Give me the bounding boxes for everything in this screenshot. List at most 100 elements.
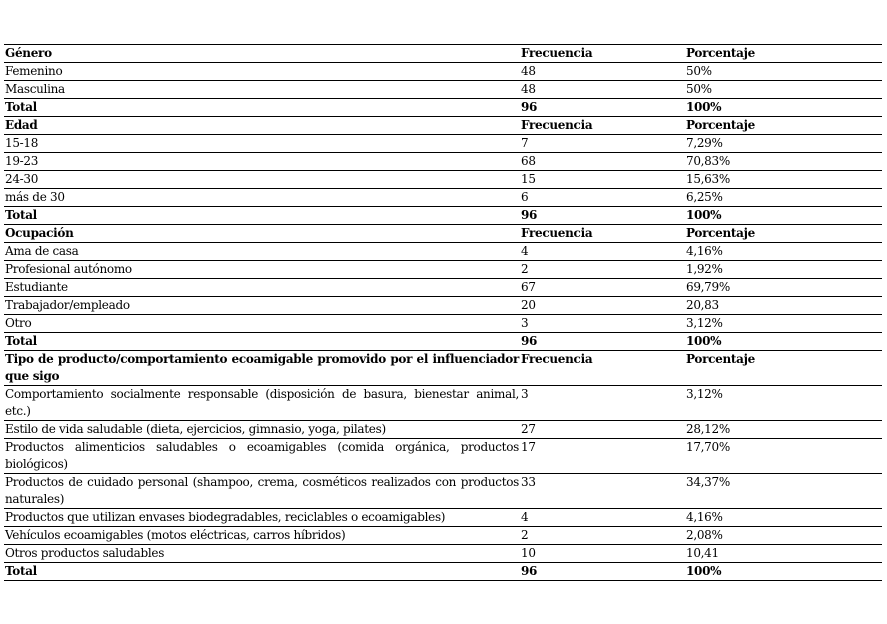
percentage-cell: 1,92% xyxy=(685,260,882,279)
percentage-cell: Porcentaje xyxy=(685,116,882,135)
category-cell: Vehículos ecoamigables (motos eléctricas… xyxy=(4,526,520,545)
percentage-cell: 3,12% xyxy=(685,385,882,421)
frequency-cell: 67 xyxy=(520,278,685,297)
category-cell: Estilo de vida saludable (dieta, ejercic… xyxy=(4,420,520,439)
category-cell: Otro xyxy=(4,314,520,333)
category-cell: Trabajador/empleado xyxy=(4,296,520,315)
frequency-cell: 2 xyxy=(520,526,685,545)
frequency-cell: 33 xyxy=(520,473,685,509)
category-cell: Femenino xyxy=(4,62,520,81)
table-row: Estilo de vida saludable (dieta, ejercic… xyxy=(4,420,882,439)
table-row: Vehículos ecoamigables (motos eléctricas… xyxy=(4,526,882,545)
category-cell: 24-30 xyxy=(4,170,520,189)
percentage-cell: 69,79% xyxy=(685,278,882,297)
category-cell: Ocupación xyxy=(4,224,520,243)
percentage-cell: 28,12% xyxy=(685,420,882,439)
frequency-cell: 48 xyxy=(520,62,685,81)
percentage-cell: 4,16% xyxy=(685,242,882,261)
table-row: Otro 3 3,12% xyxy=(4,314,882,333)
frequency-cell: 7 xyxy=(520,134,685,153)
category-cell: Total xyxy=(4,562,520,581)
category-cell: Total xyxy=(4,98,520,117)
percentage-cell: 10,41 xyxy=(685,544,882,563)
percentage-cell: 100% xyxy=(685,562,882,581)
percentage-cell: 7,29% xyxy=(685,134,882,153)
frequency-cell: 3 xyxy=(520,314,685,333)
category-cell: más de 30 xyxy=(4,188,520,207)
category-cell: Profesional autónomo xyxy=(4,260,520,279)
category-cell: 19-23 xyxy=(4,152,520,171)
frequency-cell: Frecuencia xyxy=(520,116,685,135)
percentage-cell: 100% xyxy=(685,98,882,117)
table-row: más de 30 6 6,25% xyxy=(4,188,882,207)
category-cell: Género xyxy=(4,44,520,63)
table-row: 15-18 7 7,29% xyxy=(4,134,882,153)
percentage-cell: 34,37% xyxy=(685,473,882,509)
section-header-row: Tipo de producto/comportamiento ecoamiga… xyxy=(4,350,882,386)
table-row: 19-23 68 70,83% xyxy=(4,152,882,171)
category-cell: Productos que utilizan envases biodegrad… xyxy=(4,508,520,527)
table-row: Comportamiento socialmente responsable (… xyxy=(4,385,882,421)
percentage-cell: 17,70% xyxy=(685,438,882,474)
category-cell: Edad xyxy=(4,116,520,135)
total-row: Total 96 100% xyxy=(4,98,882,117)
section-header-row: Edad Frecuencia Porcentaje xyxy=(4,116,882,135)
table-row: Estudiante 67 69,79% xyxy=(4,278,882,297)
category-cell: Tipo de producto/comportamiento ecoamiga… xyxy=(4,350,520,386)
frequency-cell: 20 xyxy=(520,296,685,315)
total-row: Total 96 100% xyxy=(4,562,882,581)
frequency-cell: Frecuencia xyxy=(520,224,685,243)
category-cell: 15-18 xyxy=(4,134,520,153)
percentage-cell: 100% xyxy=(685,206,882,225)
frequency-cell: 96 xyxy=(520,206,685,225)
category-cell: Productos de cuidado personal (shampoo, … xyxy=(4,473,520,509)
category-cell: Ama de casa xyxy=(4,242,520,261)
section-header-row: Género Frecuencia Porcentaje xyxy=(4,44,882,63)
percentage-cell: 20,83 xyxy=(685,296,882,315)
table-row: Productos que utilizan envases biodegrad… xyxy=(4,508,882,527)
total-row: Total 96 100% xyxy=(4,206,882,225)
total-row: Total 96 100% xyxy=(4,332,882,351)
category-cell: Masculina xyxy=(4,80,520,99)
table-row: Productos de cuidado personal (shampoo, … xyxy=(4,473,882,509)
frequency-cell: 96 xyxy=(520,98,685,117)
percentage-cell: 15,63% xyxy=(685,170,882,189)
table-row: Femenino 48 50% xyxy=(4,62,882,81)
percentage-cell: 70,83% xyxy=(685,152,882,171)
table-row: Trabajador/empleado 20 20,83 xyxy=(4,296,882,315)
table-row: Ama de casa 4 4,16% xyxy=(4,242,882,261)
frequency-cell: 15 xyxy=(520,170,685,189)
category-cell: Total xyxy=(4,206,520,225)
percentage-cell: 4,16% xyxy=(685,508,882,527)
frequency-cell: 27 xyxy=(520,420,685,439)
table-row: Productos alimenticios saludables o ecoa… xyxy=(4,438,882,474)
frequency-cell: 48 xyxy=(520,80,685,99)
frequency-cell: 4 xyxy=(520,508,685,527)
category-cell: Total xyxy=(4,332,520,351)
table-row: Profesional autónomo 2 1,92% xyxy=(4,260,882,279)
frequency-cell: 17 xyxy=(520,438,685,474)
category-cell: Estudiante xyxy=(4,278,520,297)
section-header-row: Ocupación Frecuencia Porcentaje xyxy=(4,224,882,243)
percentage-cell: 6,25% xyxy=(685,188,882,207)
frequency-cell: 68 xyxy=(520,152,685,171)
frequency-table: Género Frecuencia Porcentaje Femenino 48 50% M… xyxy=(4,44,882,581)
frequency-cell: 4 xyxy=(520,242,685,261)
frequency-cell: 3 xyxy=(520,385,685,421)
percentage-cell: 100% xyxy=(685,332,882,351)
percentage-cell: 3,12% xyxy=(685,314,882,333)
percentage-cell: 50% xyxy=(685,62,882,81)
table-row: Masculina 48 50% xyxy=(4,80,882,99)
frequency-cell: Frecuencia xyxy=(520,44,685,63)
category-cell: Comportamiento socialmente responsable (… xyxy=(4,385,520,421)
table-row: 24-30 15 15,63% xyxy=(4,170,882,189)
table-row: Otros productos saludables 10 10,41 xyxy=(4,544,882,563)
percentage-cell: 2,08% xyxy=(685,526,882,545)
category-cell: Otros productos saludables xyxy=(4,544,520,563)
frequency-cell: Frecuencia xyxy=(520,350,685,386)
frequency-cell: 2 xyxy=(520,260,685,279)
frequency-cell: 96 xyxy=(520,332,685,351)
frequency-cell: 96 xyxy=(520,562,685,581)
percentage-cell: Porcentaje xyxy=(685,350,882,386)
percentage-cell: Porcentaje xyxy=(685,224,882,243)
